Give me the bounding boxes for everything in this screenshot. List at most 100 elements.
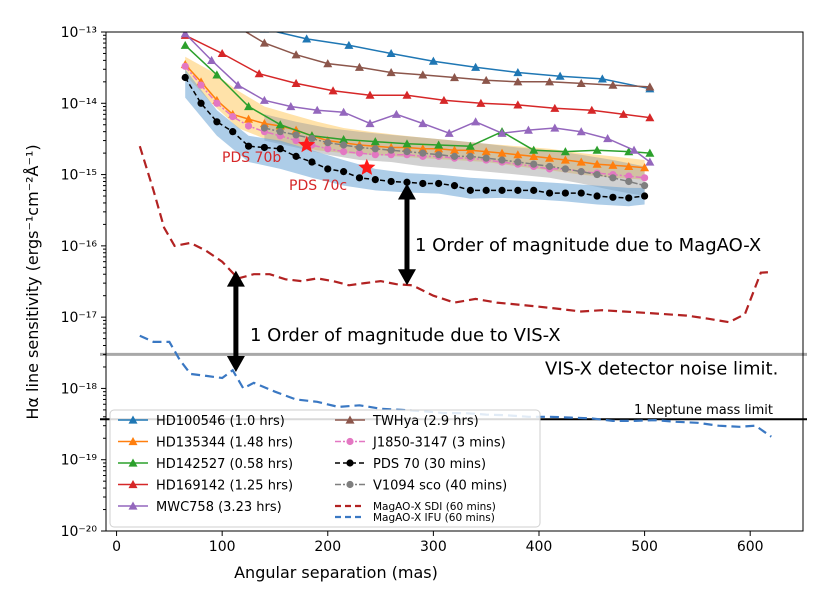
series-5-point-2 bbox=[259, 38, 269, 47]
series-2-point-11 bbox=[529, 145, 539, 154]
series-7-point-23 bbox=[545, 189, 554, 197]
series-5 bbox=[244, 32, 655, 91]
series-7-point-9 bbox=[324, 165, 332, 173]
series-line-0 bbox=[273, 32, 651, 90]
series-3-point-9 bbox=[513, 100, 523, 109]
series-10 bbox=[139, 334, 772, 438]
series-1-point-25 bbox=[576, 157, 586, 166]
series-1-point-27 bbox=[608, 160, 618, 169]
x-axis-label: Angular separation (mas) bbox=[234, 563, 438, 582]
series-4-point-8 bbox=[391, 109, 401, 118]
series-3-point-4 bbox=[328, 86, 338, 95]
series-5-point-9 bbox=[481, 75, 491, 84]
series-4-point-9 bbox=[418, 119, 428, 128]
series-7-point-11 bbox=[355, 174, 364, 182]
planet-star-0 bbox=[298, 136, 316, 153]
series-8 bbox=[260, 124, 649, 190]
vis-x-noise-label: VIS-X detector noise limit. bbox=[545, 358, 778, 379]
series-1-point-29 bbox=[640, 163, 650, 172]
y-tick-label: 10⁻¹⁸ bbox=[61, 381, 98, 397]
series-1-point-19 bbox=[481, 147, 491, 156]
series-5-point-10 bbox=[513, 77, 523, 86]
series-9 bbox=[138, 145, 772, 324]
legend-entry-3: HD169142 (1.25 hrs) bbox=[156, 479, 293, 494]
series-4-point-15 bbox=[576, 127, 586, 136]
series-1-point-17 bbox=[450, 145, 459, 154]
series-0-point-7 bbox=[471, 62, 481, 71]
series-1-point-28 bbox=[624, 161, 634, 171]
legend-box bbox=[109, 409, 541, 528]
series-7-point-28 bbox=[625, 194, 633, 202]
legend-entry-6: J1850-3147 (3 mins) bbox=[372, 436, 506, 451]
series-1-point-20 bbox=[497, 148, 507, 157]
planet-label-b: PDS 70b bbox=[222, 150, 281, 166]
series-3-point-11 bbox=[587, 105, 597, 114]
series-6-point-7 bbox=[292, 136, 300, 145]
legend: HD100546 (1.0 hrs) HD135344 (1.48 hrs) HD1… bbox=[109, 409, 541, 528]
series-0-point-8 bbox=[513, 68, 523, 77]
plot-frame bbox=[105, 31, 804, 532]
series-2-point-0 bbox=[180, 40, 190, 49]
arrow-magaox-head-top bbox=[397, 183, 416, 200]
legend-marker-8 bbox=[346, 480, 354, 489]
series-7-point-0 bbox=[181, 73, 189, 82]
series-7-point-8 bbox=[308, 158, 316, 166]
x-tick-label: 400 bbox=[526, 539, 553, 555]
legend-entry-10: MagAO-X IFU (60 mins) bbox=[373, 512, 495, 524]
series-8-point-14 bbox=[482, 154, 490, 162]
series-7 bbox=[181, 73, 649, 202]
y-tick-label: 10⁻¹⁵ bbox=[61, 168, 97, 184]
series-6-point-28 bbox=[625, 172, 633, 180]
legend-marker-5 bbox=[345, 415, 355, 424]
y-tick-label: 10⁻¹³ bbox=[61, 25, 97, 41]
series-5-point-4 bbox=[323, 59, 333, 68]
series-8-point-22 bbox=[609, 174, 617, 182]
series-6-point-10 bbox=[340, 148, 348, 156]
series-7-point-22 bbox=[530, 186, 538, 194]
series-8-point-24 bbox=[640, 182, 649, 190]
series-8-point-11 bbox=[435, 151, 443, 159]
series-7-point-3 bbox=[229, 128, 237, 136]
series-1-point-24 bbox=[560, 155, 570, 164]
series-4-point-18 bbox=[645, 157, 655, 166]
series-5-point-7 bbox=[418, 70, 428, 79]
x-tick-label: 500 bbox=[631, 539, 658, 555]
series-7-point-24 bbox=[561, 189, 569, 197]
axis-ticks: 0 100 200 300 400 500 600 10⁻²⁰ 10⁻¹⁹ 10⁻¹⁸ 10⁻¹⁷ 1… bbox=[61, 25, 764, 555]
band-0 bbox=[185, 56, 645, 180]
series-1-point-5 bbox=[259, 119, 269, 128]
series-6-point-0 bbox=[181, 62, 189, 70]
series-8-point-7 bbox=[371, 145, 379, 153]
series-3-point-6 bbox=[402, 90, 412, 99]
series-4-point-5 bbox=[312, 105, 322, 114]
series-4-point-17 bbox=[629, 145, 639, 154]
series-7-point-21 bbox=[514, 186, 522, 194]
series-4-point-7 bbox=[365, 119, 375, 128]
series-7-point-4 bbox=[244, 142, 253, 150]
series-2 bbox=[180, 40, 655, 157]
series-5-point-8 bbox=[450, 72, 459, 82]
series-2-point-13 bbox=[592, 145, 602, 154]
series-5-point-11 bbox=[545, 77, 555, 86]
series-5-point-13 bbox=[608, 80, 618, 89]
series-4-point-13 bbox=[523, 125, 533, 134]
planet-star-1 bbox=[358, 158, 376, 175]
y-tick-label: 10⁻²⁰ bbox=[61, 524, 98, 540]
series-6-point-1 bbox=[197, 81, 205, 89]
series-4-point-1 bbox=[207, 55, 217, 64]
series-7-point-5 bbox=[260, 143, 269, 152]
legend-entry-7: PDS 70 (30 mins) bbox=[373, 457, 486, 472]
x-tick-label: 0 bbox=[112, 539, 121, 555]
series-7-point-27 bbox=[609, 193, 617, 201]
series-8-point-13 bbox=[466, 152, 474, 160]
series-2-point-15 bbox=[645, 148, 655, 157]
series-4-point-0 bbox=[180, 32, 190, 38]
series-8-point-20 bbox=[577, 168, 585, 176]
series-0-point-0 bbox=[181, 13, 190, 21]
series-8-point-10 bbox=[419, 149, 427, 157]
series-8-point-16 bbox=[514, 158, 522, 166]
series-6-point-12 bbox=[371, 151, 379, 159]
series-2-point-6 bbox=[370, 137, 380, 146]
series-6-point-11 bbox=[355, 149, 364, 157]
legend-entry-0: HD100546 (1.0 hrs) bbox=[156, 414, 285, 429]
